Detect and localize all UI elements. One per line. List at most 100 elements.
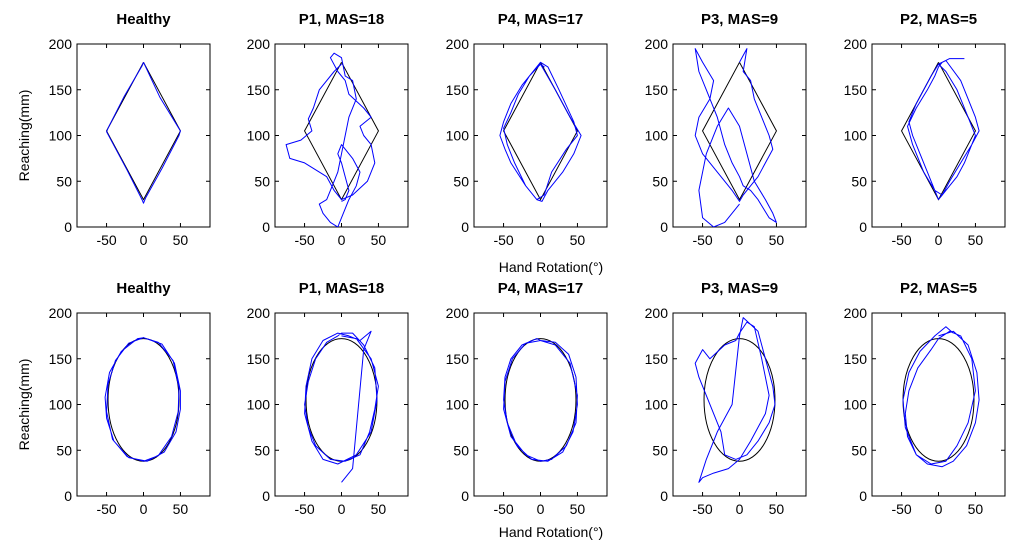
x-tick-label-r2c2--50: -50	[294, 501, 314, 517]
y-tick-label-r1c5-100: 100	[844, 128, 868, 144]
x-tick-label-r1c2--50: -50	[294, 232, 314, 248]
y-tick-label-r2c4-50: 50	[652, 442, 668, 458]
y-tick-label-r2c4-0: 0	[660, 488, 668, 504]
axes-box-r2c4	[672, 312, 807, 497]
panel-title-r2c5: P2, MAS=5	[900, 280, 977, 297]
panel-title-r2c4: P3, MAS=9	[701, 280, 778, 297]
x-tick-label-r2c1-50: 50	[173, 501, 189, 517]
y-tick-label-r1c5-150: 150	[844, 82, 868, 98]
x-tick-label-r1c3-0: 0	[537, 232, 545, 248]
y-tick-label-r1c5-200: 200	[844, 36, 868, 52]
y-tick-label-r1c2-100: 100	[247, 128, 271, 144]
panel-title-r1c1: Healthy	[116, 11, 171, 28]
y-tick-label-r2c2-0: 0	[262, 488, 270, 504]
y-tick-label-r2c5-100: 100	[844, 397, 868, 413]
axes-box-r1c5	[871, 43, 1006, 228]
panel-title-r2c1: Healthy	[116, 280, 171, 297]
y-tick-label-r1c2-0: 0	[262, 219, 270, 235]
y-tick-label-r2c1-50: 50	[56, 442, 72, 458]
x-tick-label-r2c4-0: 0	[736, 501, 744, 517]
x-tick-label-r2c3-50: 50	[570, 501, 586, 517]
y-tick-label-r1c3-0: 0	[461, 219, 469, 235]
x-tick-label-r1c5--50: -50	[891, 232, 911, 248]
x-tick-label-r2c2-50: 50	[371, 501, 387, 517]
y-tick-label-r1c3-200: 200	[446, 36, 470, 52]
x-tick-label-r2c4--50: -50	[692, 501, 712, 517]
y-axis-label-r2c1: Reaching(mm)	[16, 359, 32, 451]
trajectory-line-r1c2-0	[285, 52, 376, 227]
x-tick-label-r2c4-50: 50	[769, 501, 785, 517]
panel-title-r2c3: P4, MAS=17	[498, 280, 583, 297]
trajectory-line-r2c5-0	[902, 326, 980, 468]
axes-box-r2c3	[473, 312, 608, 497]
y-tick-label-r1c3-50: 50	[453, 173, 469, 189]
x-tick-label-r1c3-50: 50	[570, 232, 586, 248]
x-tick-label-r2c3--50: -50	[493, 501, 513, 517]
panel-r1c4: P3, MAS=9 0 50 100 150 200 -50 0 50	[645, 11, 807, 248]
axes-box-r1c3	[473, 43, 608, 228]
y-tick-label-r2c2-50: 50	[254, 442, 270, 458]
panel-title-r1c4: P3, MAS=9	[701, 11, 778, 28]
y-tick-label-r2c4-100: 100	[645, 397, 669, 413]
reference-path-r1c1	[105, 62, 182, 201]
panel-title-r1c2: P1, MAS=18	[299, 11, 384, 28]
panel-r1c5: P2, MAS=5 0 50 100 150 200 -50 0 50	[844, 11, 1006, 248]
y-tick-label-r2c1-0: 0	[64, 488, 72, 504]
y-tick-label-r2c2-150: 150	[247, 351, 271, 367]
x-tick-label-r2c3-0: 0	[537, 501, 545, 517]
y-tick-label-r1c4-50: 50	[652, 173, 668, 189]
axes-box-r1c2	[274, 43, 409, 228]
y-tick-label-r2c4-150: 150	[645, 351, 669, 367]
trajectory-line-r2c4-0	[694, 317, 776, 483]
y-tick-label-r2c3-150: 150	[446, 351, 470, 367]
panel-r1c2: P1, MAS=18 0 50 100 150 200 -50 0 50	[247, 11, 409, 248]
panel-title-r1c5: P2, MAS=5	[900, 11, 977, 28]
panel-r2c4: P3, MAS=9 0 50 100 150 200 -50 0 50	[645, 280, 807, 517]
trajectory-line-r1c1-0	[106, 62, 181, 204]
trajectory-line-r2c1-0	[104, 337, 181, 462]
y-axis-label-r1c1: Reaching(mm)	[16, 90, 32, 182]
x-tick-label-r1c2-50: 50	[371, 232, 387, 248]
trajectory-line-r1c3-0	[499, 61, 582, 202]
y-tick-label-r2c4-200: 200	[645, 305, 669, 321]
y-tick-label-r2c3-200: 200	[446, 305, 470, 321]
y-tick-label-r2c2-100: 100	[247, 397, 271, 413]
y-tick-label-r2c5-200: 200	[844, 305, 868, 321]
reference-path-r1c4	[701, 62, 778, 201]
x-tick-label-r1c5-0: 0	[935, 232, 943, 248]
y-tick-label-r1c2-200: 200	[247, 36, 271, 52]
x-tick-label-r1c2-0: 0	[338, 232, 346, 248]
panel-r1c3: P4, MAS=17 0 50 100 150 200 -50 0 50	[446, 11, 608, 248]
x-tick-label-r1c4-50: 50	[769, 232, 785, 248]
x-tick-label-r1c1-0: 0	[140, 232, 148, 248]
y-tick-label-r2c1-100: 100	[49, 397, 73, 413]
y-tick-label-r2c5-50: 50	[851, 442, 867, 458]
x-tick-label-r2c2-0: 0	[338, 501, 346, 517]
x-tick-label-r2c5-50: 50	[968, 501, 984, 517]
axes-box-r2c2	[274, 312, 409, 497]
axes-box-r2c5	[871, 312, 1006, 497]
x-tick-label-r1c1-50: 50	[173, 232, 189, 248]
y-tick-label-r1c4-100: 100	[645, 128, 669, 144]
x-tick-label-r1c5-50: 50	[968, 232, 984, 248]
y-tick-label-r2c1-200: 200	[49, 305, 73, 321]
y-tick-label-r1c4-150: 150	[645, 82, 669, 98]
y-tick-label-r1c1-100: 100	[49, 128, 73, 144]
y-tick-label-r1c1-0: 0	[64, 219, 72, 235]
y-tick-label-r1c2-50: 50	[254, 173, 270, 189]
y-tick-label-r1c4-0: 0	[660, 219, 668, 235]
y-tick-label-r1c5-50: 50	[851, 173, 867, 189]
trajectory-line-r2c3-0	[503, 338, 578, 462]
x-tick-label-r1c4-0: 0	[736, 232, 744, 248]
y-tick-label-r1c3-150: 150	[446, 82, 470, 98]
panel-r2c3: P4, MAS=17 0 50 100 150 200 -50 0 50	[446, 280, 608, 517]
x-axis-label-bottom: Hand Rotation(°)	[499, 524, 603, 540]
axes-box-r1c1	[76, 43, 211, 228]
panel-r2c1: Healthy 0 50 100 150 200 -50 0 50 Reaching(mm)	[16, 280, 211, 517]
x-tick-label-r2c5--50: -50	[891, 501, 911, 517]
y-tick-label-r1c1-50: 50	[56, 173, 72, 189]
y-tick-label-r1c5-0: 0	[859, 219, 867, 235]
y-tick-label-r2c3-0: 0	[461, 488, 469, 504]
y-tick-label-r1c4-200: 200	[645, 36, 669, 52]
panel-r1c1: Healthy 0 50 100 150 200 -50 0 50 Reaching(mm)	[16, 11, 211, 248]
